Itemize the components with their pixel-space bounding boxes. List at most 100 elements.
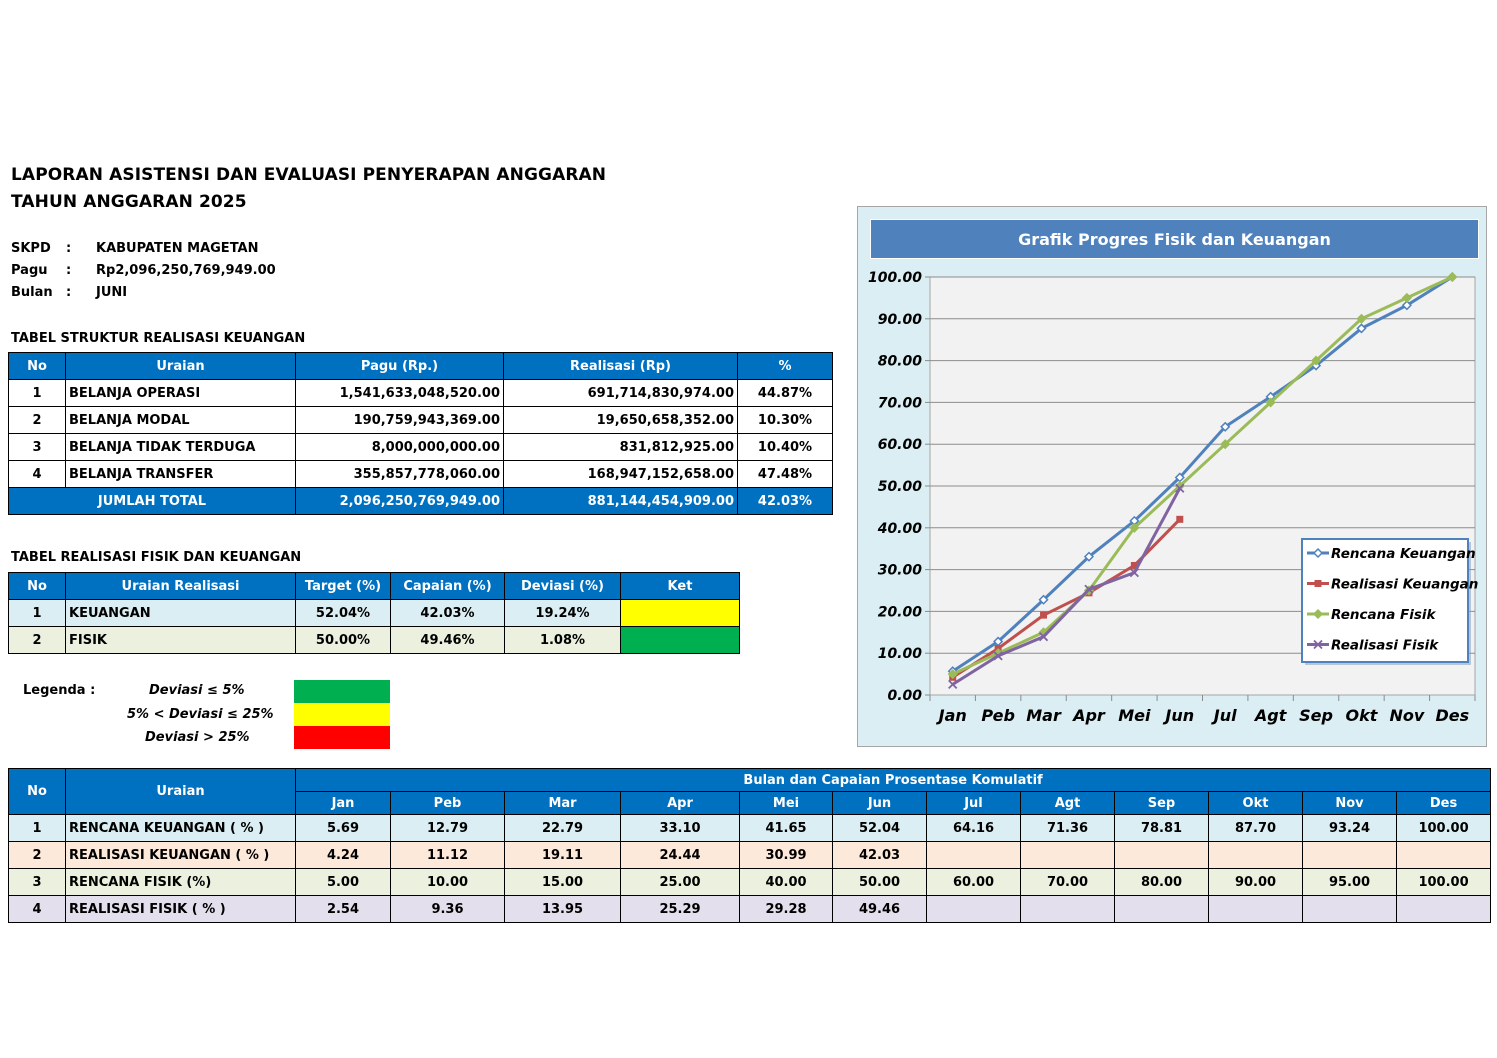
cell-value: 5.69 [295,814,391,842]
table-row: 1 BELANJA OPERASI 1,541,633,048,520.00 6… [8,379,833,407]
cell-pagu: 8,000,000,000.00 [295,433,504,461]
table-row: 4 REALISASI FISIK ( % ) 2.54 9.36 13.95 25.29… [8,895,1492,923]
cell-uraian: RENCANA KEUANGAN ( % ) [65,814,296,842]
x-tick-label: Okt [1346,706,1379,725]
table-row: 1 KEUANGAN 52.04% 42.03% 19.24% [8,599,740,627]
data-point [1401,292,1412,303]
month-header: Jun [832,791,927,815]
y-tick-label: 40.00 [877,521,923,537]
table-row: 2 BELANJA MODAL 190,759,943,369.00 19,65… [8,406,833,434]
data-point [1175,483,1185,493]
meta-value: JUNI [96,285,128,300]
meta-sep: : [66,285,72,300]
table2-heading: TABEL REALISASI FISIK DAN KEUANGAN [11,550,302,565]
col-header: Realisasi (Rp) [503,352,738,380]
cell-value: 2.54 [295,895,391,923]
cell-value [1114,895,1209,923]
chart-title: Grafik Progres Fisik dan Keuangan [870,219,1479,259]
y-tick-label: 80.00 [878,354,923,370]
cell-value: 42.03 [832,841,927,869]
cell-deviasi: 19.24% [504,599,621,627]
cell-deviasi: 1.08% [504,626,621,654]
cell-value: 25.00 [620,868,740,896]
cell-realisasi: 19,650,658,352.00 [503,406,738,434]
cell-value: 25.29 [620,895,740,923]
cell-capaian: 49.46% [390,626,505,654]
cell-value [1302,895,1397,923]
col-header: No [8,572,66,600]
cell-value: 22.79 [504,814,621,842]
x-tick-label: Jul [1211,706,1237,725]
cell-value: 70.00 [1020,868,1115,896]
cell-value [1208,841,1303,869]
chart-legend [1301,538,1469,663]
month-header: Peb [390,791,505,815]
col-header: % [737,352,833,380]
month-header: Des [1395,791,1492,815]
data-point [1084,584,1094,594]
cell-pct: 10.30% [737,406,833,434]
month-header: Jan [295,791,391,815]
cell-uraian: BELANJA TIDAK TERDUGA [65,433,296,461]
cell-value: 29.28 [739,895,833,923]
cell-no: 4 [8,460,66,488]
cell-value: 12.79 [390,814,505,842]
cell-realisasi: 168,947,152,658.00 [503,460,738,488]
y-tick-label: 30.00 [878,563,923,579]
cell-value: 100.00 [1395,814,1492,842]
legend-swatch-red [294,726,390,749]
legend-swatch-yellow [294,703,390,726]
table-header-row: No Uraian Bulan dan Capaian Prosentase K… [8,768,1492,815]
cell-value: 13.95 [504,895,621,923]
data-point [1038,632,1049,642]
cell-target: 52.04% [295,599,391,627]
col-header: No [8,352,66,380]
legend-label: Rencana Fisik [1331,607,1437,623]
cell-uraian: BELANJA MODAL [65,406,296,434]
cell-value: 19.11 [504,841,621,869]
col-header: Uraian [65,352,296,380]
col-header: Uraian Realisasi [65,572,296,600]
cell-no: 2 [8,406,66,434]
legend-label: Realisasi Keuangan [1331,577,1478,593]
data-point [1130,561,1138,569]
data-point [1129,567,1140,578]
data-point [1310,355,1322,366]
x-tick-label: Mar [1026,706,1062,725]
data-point [948,679,958,690]
month-header: Agt [1020,791,1115,815]
data-point [993,651,1003,661]
cell-value: 40.00 [739,868,833,896]
cell-uraian: KEUANGAN [65,599,296,627]
cell-value: 24.44 [620,841,740,869]
cell-value: 78.81 [1114,814,1209,842]
y-tick-label: 50.00 [878,479,923,495]
cell-no: 3 [8,868,66,896]
cell-pagu: 355,857,778,060.00 [295,460,504,488]
cell-pagu: 190,759,943,369.00 [295,406,504,434]
data-point [1220,439,1231,450]
y-tick-label: 70.00 [878,395,923,411]
data-point [1314,580,1322,587]
cell-value: 33.10 [620,814,740,842]
table1-heading: TABEL STRUKTUR REALISASI KEUANGAN [11,331,306,346]
cell-value [1395,895,1492,923]
month-header: Mei [739,791,833,815]
cell-no: 4 [8,895,66,923]
series-line [951,487,1182,686]
x-tick-label: Sep [1299,706,1333,725]
cell-value [1208,895,1303,923]
data-point [1040,611,1048,619]
col-header: Capaian (%) [390,572,505,600]
table-row: 3 RENCANA FISIK (%) 5.00 10.00 15.00 25.00 40.… [8,868,1492,896]
legend-label: Rencana Keuangan [1331,546,1476,562]
cell-value: 80.00 [1114,868,1209,896]
cell-pct: 44.87% [737,379,833,407]
x-tick-label: Jun [1162,706,1194,725]
col-header-no: No [8,768,66,815]
cell-uraian: BELANJA TRANSFER [65,460,296,488]
cell-target: 50.00% [295,626,391,654]
x-tick-label: Jan [936,706,967,725]
cell-no: 2 [8,841,66,869]
meta-sep: : [66,263,72,278]
